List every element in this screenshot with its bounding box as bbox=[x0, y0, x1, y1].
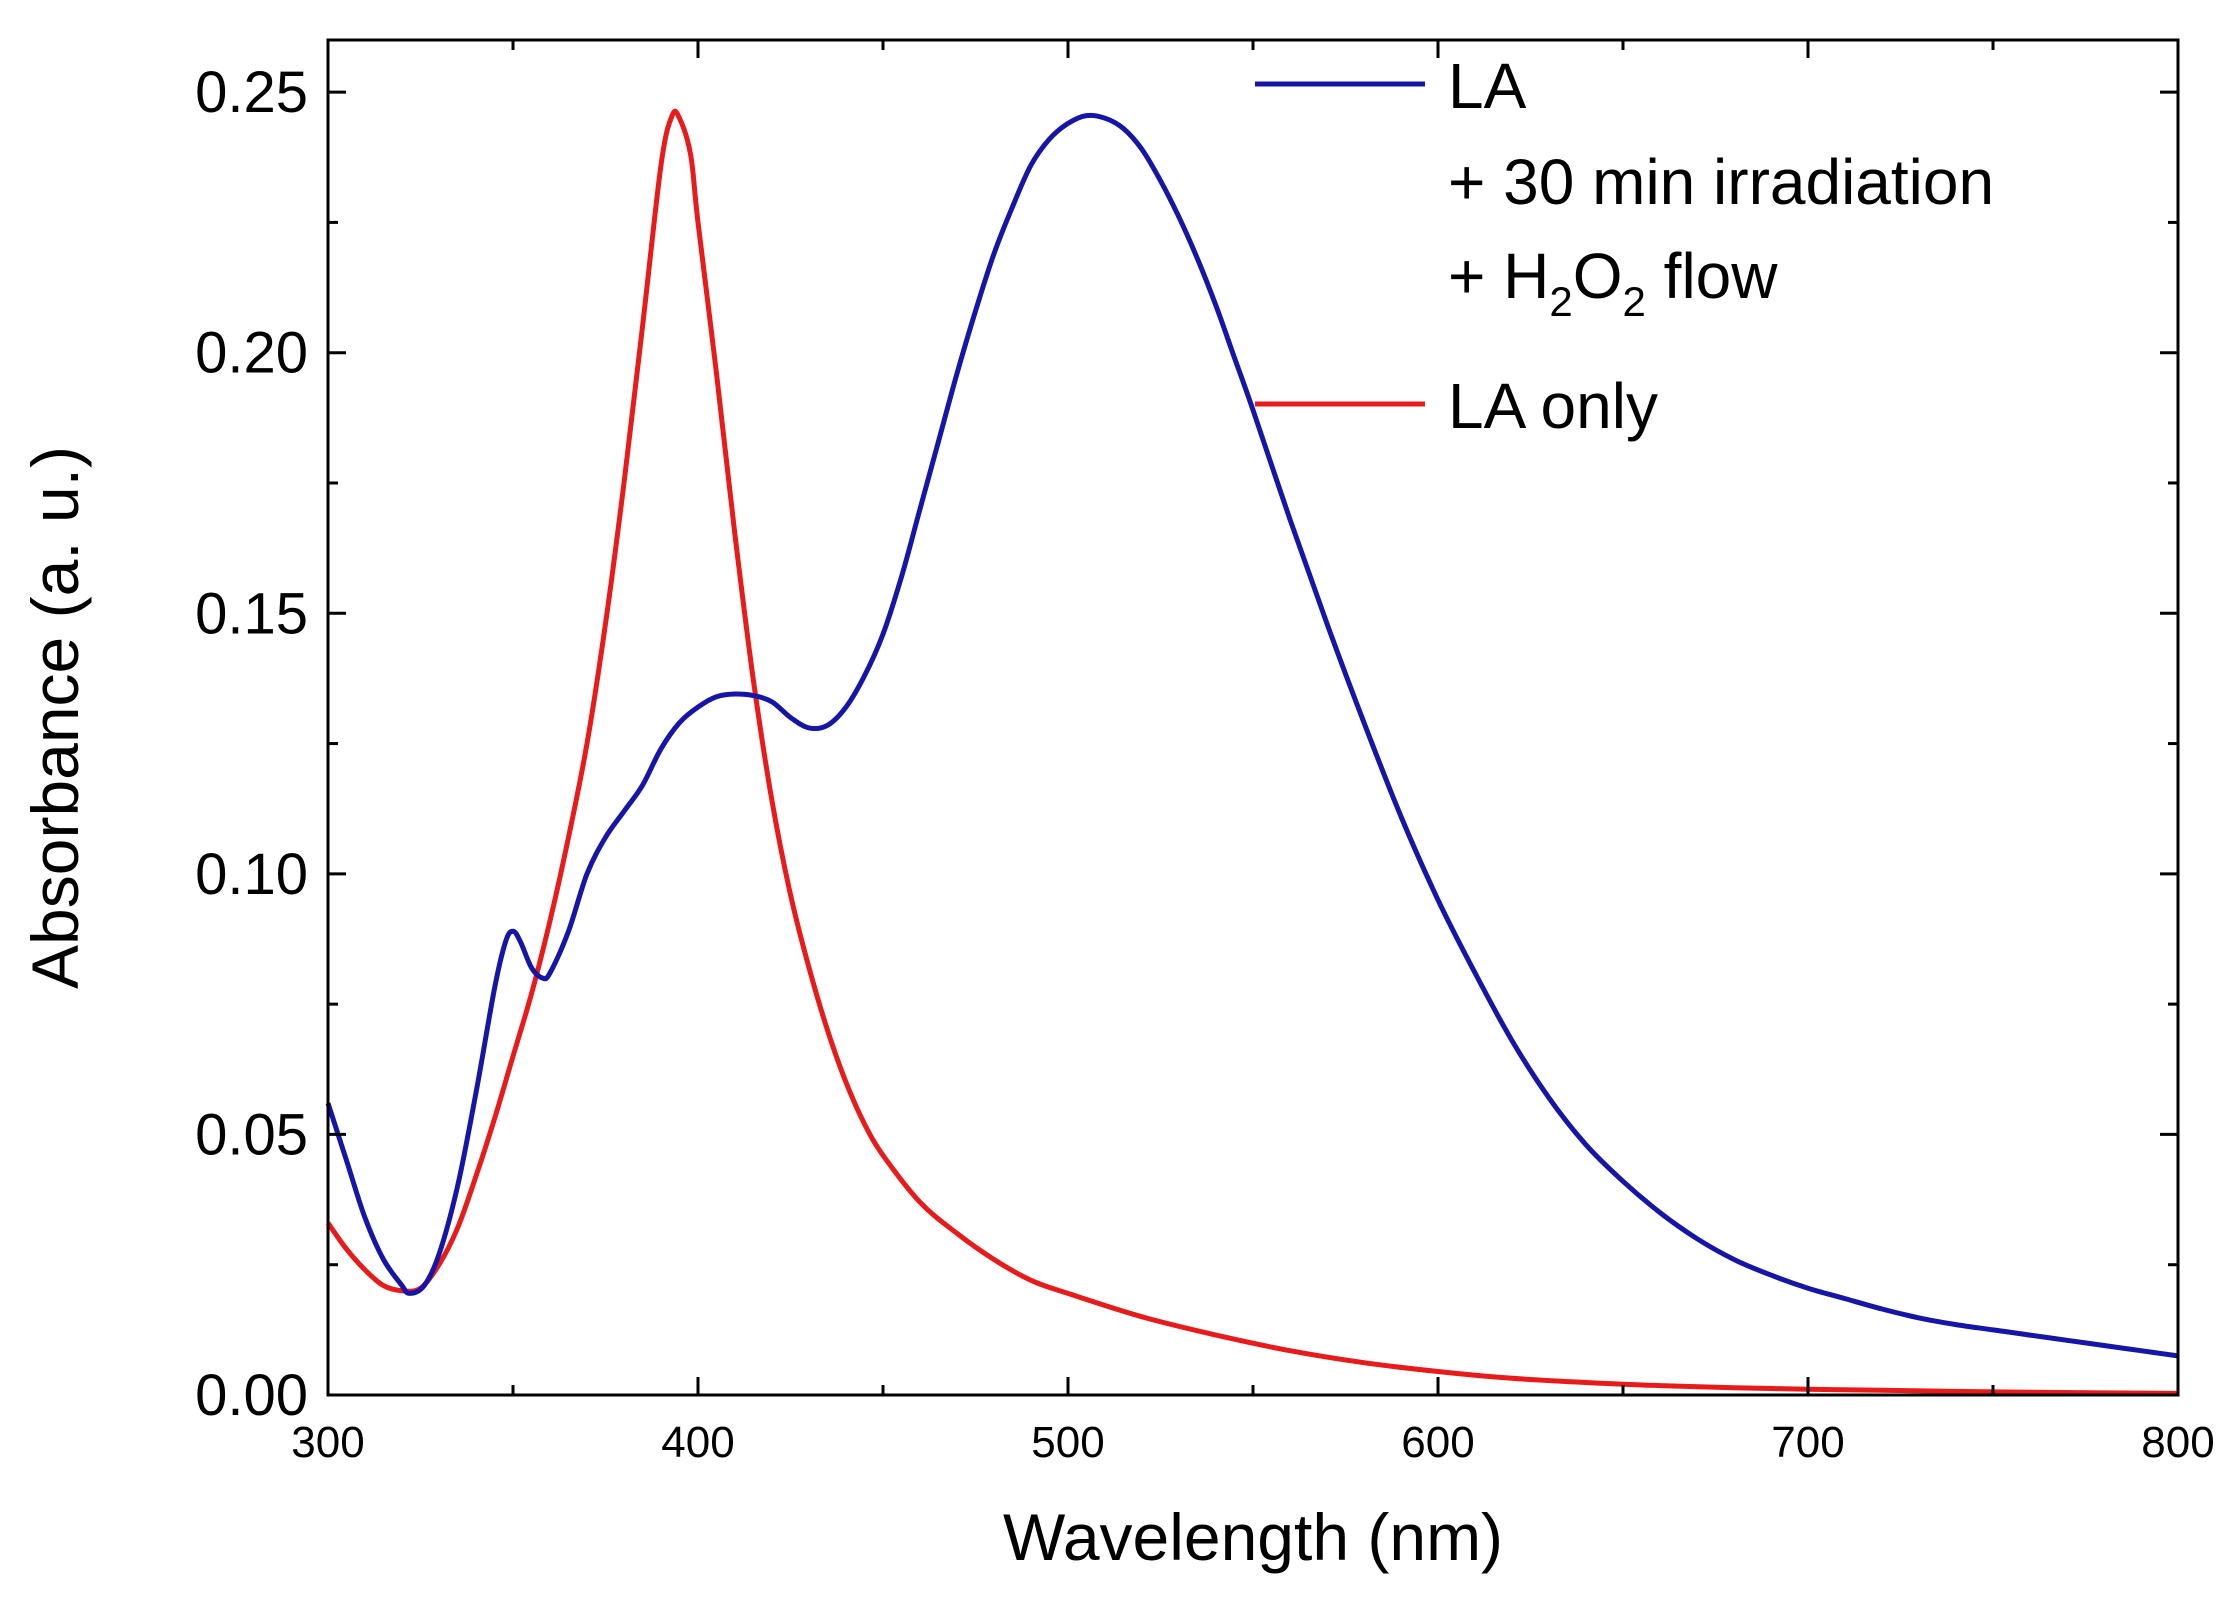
legend-flow-part-o: O bbox=[1573, 240, 1623, 312]
legend-flow-subscript-2b: 2 bbox=[1623, 278, 1646, 325]
y-tick-label: 0.05 bbox=[195, 1102, 308, 1167]
x-tick-label: 600 bbox=[1401, 1418, 1474, 1467]
legend-flow-subscript-2a: 2 bbox=[1549, 278, 1572, 325]
y-axis: 0.00 0.05 0.10 0.15 0.20 0.25 bbox=[195, 60, 2178, 1428]
legend-label-la: LA bbox=[1448, 50, 1527, 122]
series-line-la-irradiation bbox=[325, 112, 2179, 1359]
series-line-la-only bbox=[325, 108, 2179, 1396]
y-tick-label: 0.20 bbox=[195, 321, 308, 386]
y-axis-title: Absorbance (a. u.) bbox=[18, 446, 92, 989]
y-tick-label: 0.15 bbox=[195, 581, 308, 646]
x-tick-label: 300 bbox=[291, 1418, 364, 1467]
y-tick-label: 0.10 bbox=[195, 842, 308, 907]
plot-lines bbox=[325, 108, 2179, 1396]
legend-flow-part-flow: flow bbox=[1646, 240, 1778, 312]
x-axis-title: Wavelength (nm) bbox=[1003, 1500, 1503, 1574]
x-tick-label: 400 bbox=[661, 1418, 734, 1467]
legend-label-la-only: LA only bbox=[1448, 370, 1658, 442]
x-tick-label: 500 bbox=[1031, 1418, 1104, 1467]
legend: LA + 30 min irradiation + H2O2 flow LA o… bbox=[1255, 50, 1994, 442]
x-tick-label: 700 bbox=[1771, 1418, 1844, 1467]
y-tick-label: 0.00 bbox=[195, 1363, 308, 1428]
x-tick-label: 800 bbox=[2141, 1418, 2214, 1467]
y-tick-label: 0.25 bbox=[195, 60, 308, 125]
x-axis: 300 400 500 600 700 800 bbox=[291, 40, 2215, 1467]
legend-label-irradiation: + 30 min irradiation bbox=[1448, 146, 1994, 218]
legend-flow-part-plus-h: + H bbox=[1448, 240, 1549, 312]
legend-label-h2o2-flow: + H2O2 flow bbox=[1448, 240, 1778, 325]
